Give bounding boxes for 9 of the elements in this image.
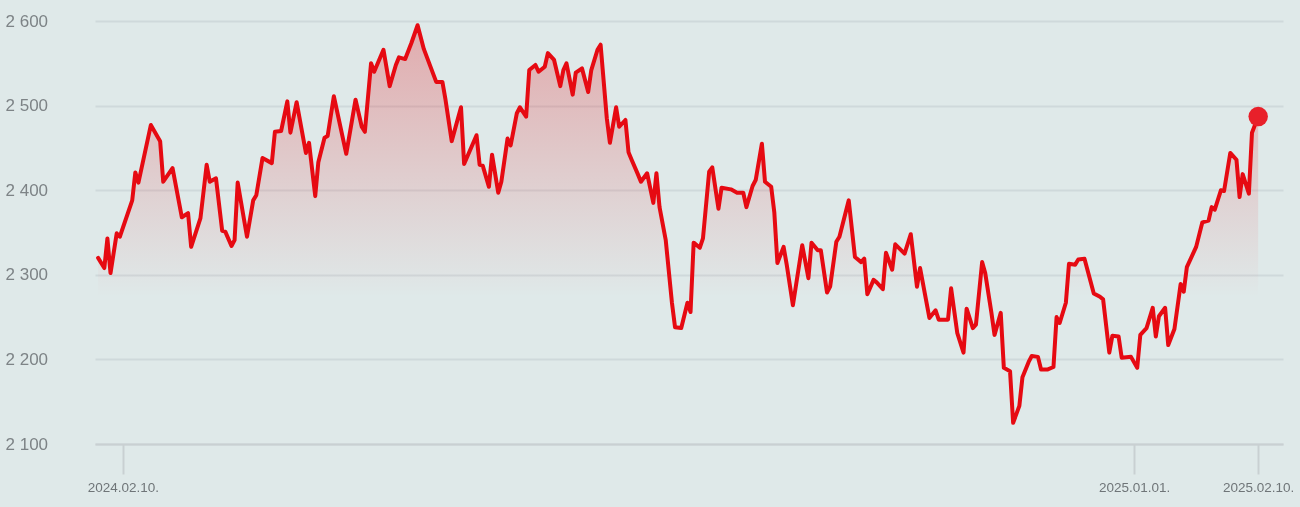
x-tick-label: 2024.02.10. — [87, 479, 160, 495]
y-tick-label: 2 500 — [5, 96, 49, 116]
y-tick-label: 2 600 — [5, 11, 49, 31]
y-tick-label: 2 200 — [5, 349, 49, 369]
x-tick-label: 2025.01.01. — [1098, 479, 1171, 495]
y-tick-label: 2 100 — [5, 434, 49, 454]
x-tick-label: 2025.02.10. — [1223, 479, 1295, 495]
y-tick-label: 2 400 — [5, 180, 49, 200]
y-tick-label: 2 300 — [5, 265, 49, 285]
